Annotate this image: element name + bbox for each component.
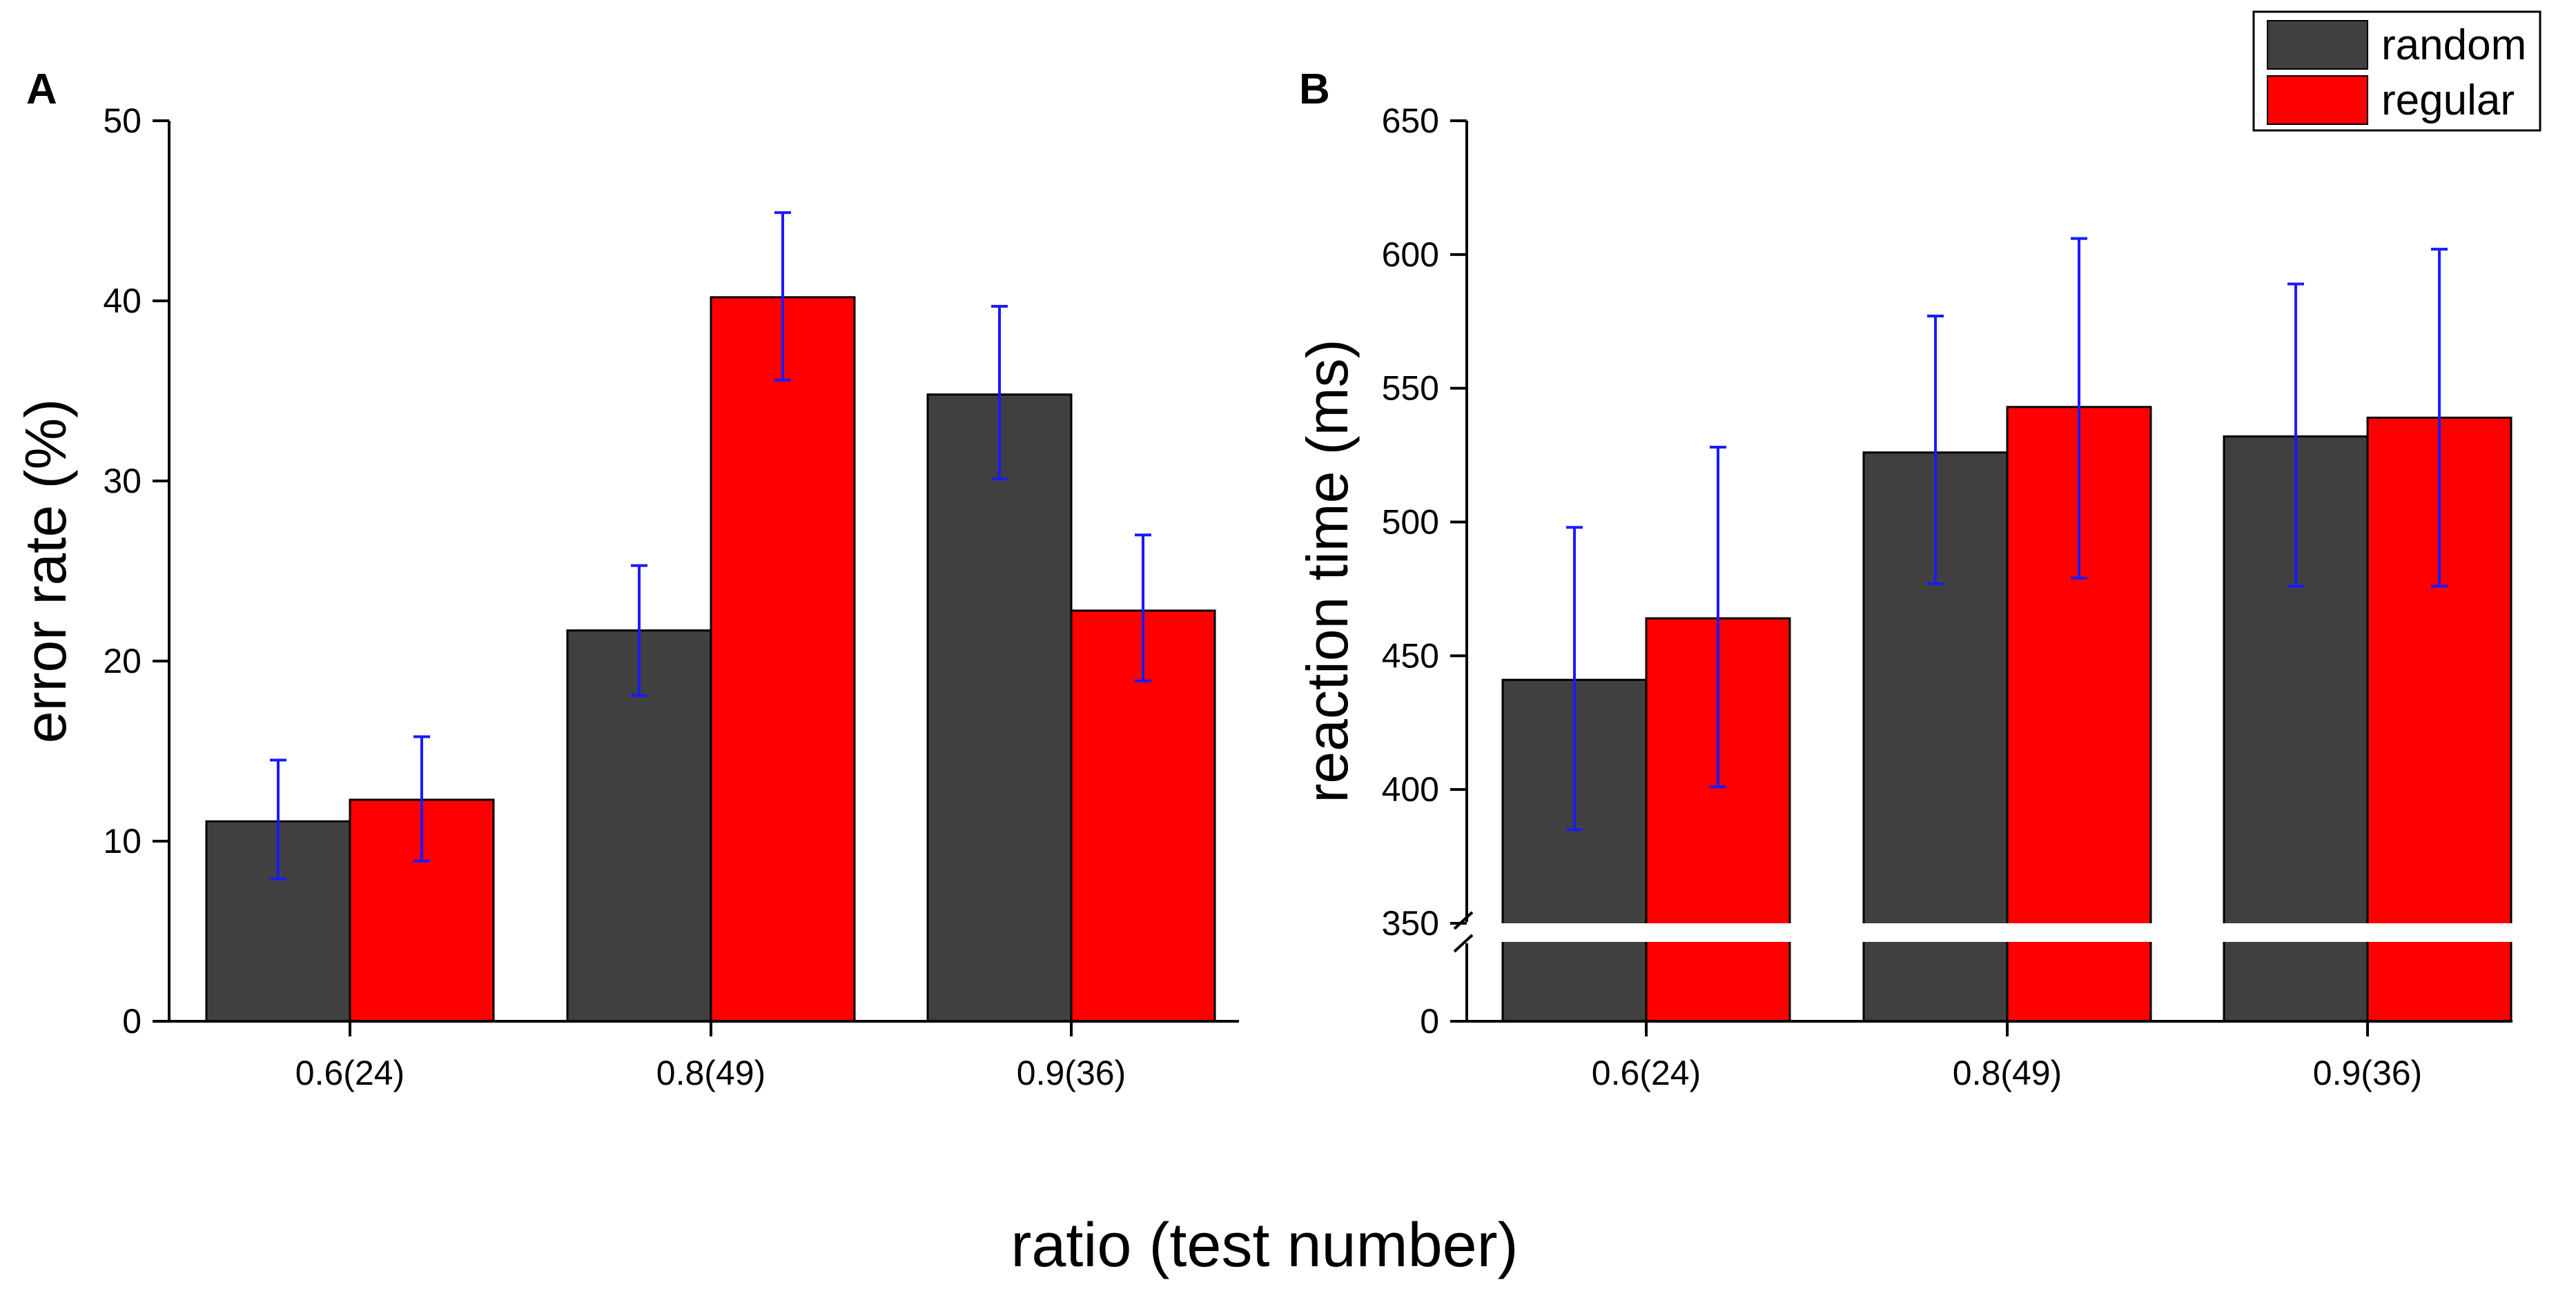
panel-a-bars bbox=[205, 296, 1216, 1023]
y-tick-label-a-0: 0 bbox=[122, 1002, 142, 1041]
y-tick-label-a-20: 20 bbox=[103, 642, 142, 680]
x-tick-label-a-1: 0.8(49) bbox=[656, 1054, 765, 1092]
panel-a-x-ticks: 0.6(24) 0.8(49) 0.9(36) bbox=[295, 1021, 1126, 1092]
panel-a-y-ticks: 0 10 20 30 40 50 bbox=[103, 101, 169, 1041]
x-tick-label-a-2: 0.9(36) bbox=[1017, 1054, 1126, 1092]
panel-b-y-ticks: 0 350 400 450 500 550 600 650 bbox=[1382, 101, 1467, 1041]
y-tick-label-b-450: 450 bbox=[1382, 636, 1439, 675]
y-tick-label-a-40: 40 bbox=[103, 282, 142, 320]
legend-label-random: random bbox=[2381, 21, 2526, 69]
y-tick-label-b-400: 400 bbox=[1382, 770, 1439, 809]
y-tick-label-b-550: 550 bbox=[1382, 369, 1439, 408]
bar-a-regular-1 bbox=[710, 296, 856, 1023]
bar-a-random-2 bbox=[926, 393, 1073, 1023]
y-tick-label-a-50: 50 bbox=[103, 101, 142, 140]
legend-label-regular: regular bbox=[2381, 77, 2515, 124]
panel-a-error-bars bbox=[270, 211, 1151, 880]
panel-b-x-ticks: 0.6(24) 0.8(49) 0.9(36) bbox=[1592, 1021, 2422, 1092]
legend-swatch-regular bbox=[2267, 75, 2368, 125]
panel-b-y-axis-title: reaction time (ms) bbox=[1295, 339, 1360, 803]
panel-b: B reaction time (ms) 0 350 400 450 500 550 600… bbox=[1295, 66, 2519, 1092]
y-tick-label-b-350: 350 bbox=[1382, 904, 1439, 943]
y-tick-label-b-0: 0 bbox=[1420, 1002, 1439, 1041]
y-tick-label-b-600: 600 bbox=[1382, 235, 1439, 274]
legend: random regular bbox=[2252, 10, 2541, 132]
x-tick-label-b-0: 0.6(24) bbox=[1592, 1054, 1701, 1092]
y-tick-label-b-500: 500 bbox=[1382, 503, 1439, 542]
shared-x-axis-title: ratio (test number) bbox=[1011, 1211, 1518, 1280]
y-tick-label-a-10: 10 bbox=[103, 822, 142, 860]
axis-break-mark-lower bbox=[1453, 934, 1474, 953]
panel-a-axes bbox=[168, 121, 1239, 1023]
x-tick-label-b-2: 0.9(36) bbox=[2313, 1054, 2422, 1092]
panel-a: A error rate (%) 0 10 20 30 40 50 0.6(24) 0.8(… bbox=[13, 66, 1239, 1092]
panel-a-y-axis-title: error rate (%) bbox=[13, 399, 78, 743]
panel-a-label: A bbox=[26, 66, 57, 113]
panel-b-axis-break bbox=[1446, 923, 2519, 942]
y-tick-label-a-30: 30 bbox=[103, 462, 142, 500]
x-tick-label-b-1: 0.8(49) bbox=[1953, 1054, 2062, 1092]
legend-swatch-random bbox=[2267, 20, 2368, 70]
panel-b-label: B bbox=[1299, 66, 1330, 113]
axis-break-mark-upper bbox=[1453, 911, 1474, 930]
axis-break-band bbox=[1446, 923, 2519, 942]
x-tick-label-a-0: 0.6(24) bbox=[295, 1054, 404, 1092]
y-tick-label-b-650: 650 bbox=[1382, 101, 1439, 140]
panel-b-error-bars bbox=[1566, 237, 2448, 832]
